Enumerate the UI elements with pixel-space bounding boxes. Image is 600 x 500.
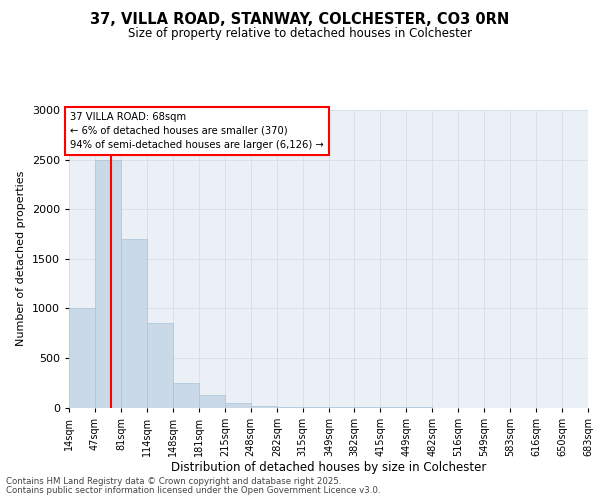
Bar bbox=[121, 239, 146, 408]
Text: Contains HM Land Registry data © Crown copyright and database right 2025.: Contains HM Land Registry data © Crown c… bbox=[6, 477, 341, 486]
Bar bbox=[199, 394, 225, 407]
Text: Size of property relative to detached houses in Colchester: Size of property relative to detached ho… bbox=[128, 28, 472, 40]
X-axis label: Distribution of detached houses by size in Colchester: Distribution of detached houses by size … bbox=[171, 462, 486, 474]
Bar bbox=[69, 308, 95, 408]
Text: 37, VILLA ROAD, STANWAY, COLCHESTER, CO3 0RN: 37, VILLA ROAD, STANWAY, COLCHESTER, CO3… bbox=[91, 12, 509, 28]
Bar bbox=[225, 402, 251, 407]
Text: 37 VILLA ROAD: 68sqm
← 6% of detached houses are smaller (370)
94% of semi-detac: 37 VILLA ROAD: 68sqm ← 6% of detached ho… bbox=[70, 112, 323, 150]
Bar bbox=[173, 382, 199, 407]
Bar bbox=[277, 406, 302, 408]
Bar bbox=[95, 160, 121, 408]
Text: Contains public sector information licensed under the Open Government Licence v3: Contains public sector information licen… bbox=[6, 486, 380, 495]
Bar bbox=[146, 323, 173, 407]
Bar bbox=[251, 406, 277, 407]
Y-axis label: Number of detached properties: Number of detached properties bbox=[16, 171, 26, 346]
